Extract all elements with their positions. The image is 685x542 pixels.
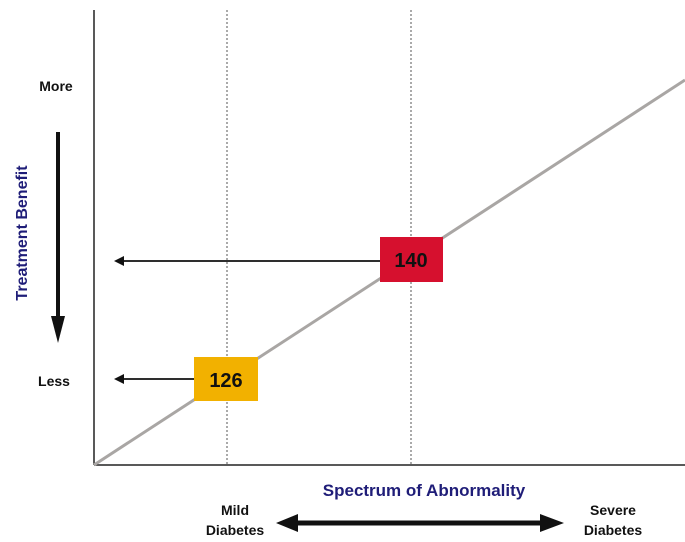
y-top-label: More <box>39 78 73 94</box>
x-left-label-line2: Diabetes <box>206 522 265 538</box>
marker-126-box <box>194 357 258 401</box>
y-axis-title: Treatment Benefit <box>14 165 31 301</box>
x-axis-title: Spectrum of Abnormality <box>323 481 526 500</box>
marker-140-label: 140 <box>394 250 427 272</box>
marker-140-box <box>380 237 443 282</box>
spectrum-arrow-left-head <box>276 514 298 532</box>
y-bottom-label: Less <box>38 373 70 389</box>
spectrum-arrow-right-head <box>540 514 564 532</box>
x-right-label-line1: Severe <box>590 502 636 518</box>
benefit-arrow-head <box>51 316 65 343</box>
marker-140: 140 <box>380 237 443 282</box>
x-right-label-line2: Diabetes <box>584 522 643 538</box>
marker-126: 126 <box>194 357 258 401</box>
marker-126-label: 126 <box>209 370 242 392</box>
x-left-label-line1: Mild <box>221 502 249 518</box>
